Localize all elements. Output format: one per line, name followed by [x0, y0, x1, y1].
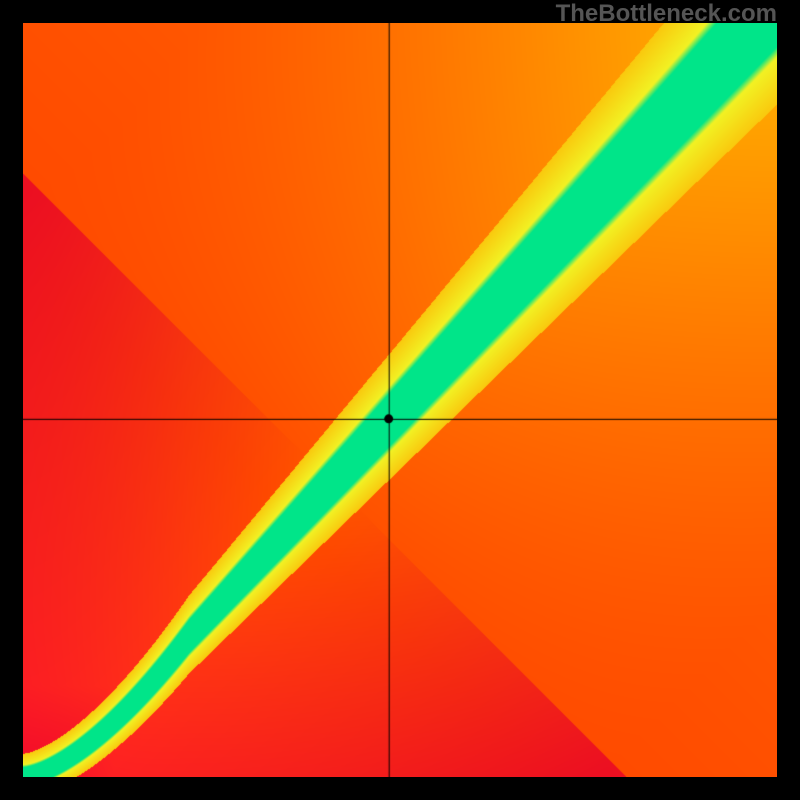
- bottleneck-heatmap: [23, 23, 777, 777]
- chart-container: TheBottleneck.com: [0, 0, 800, 800]
- watermark-text: TheBottleneck.com: [556, 0, 777, 28]
